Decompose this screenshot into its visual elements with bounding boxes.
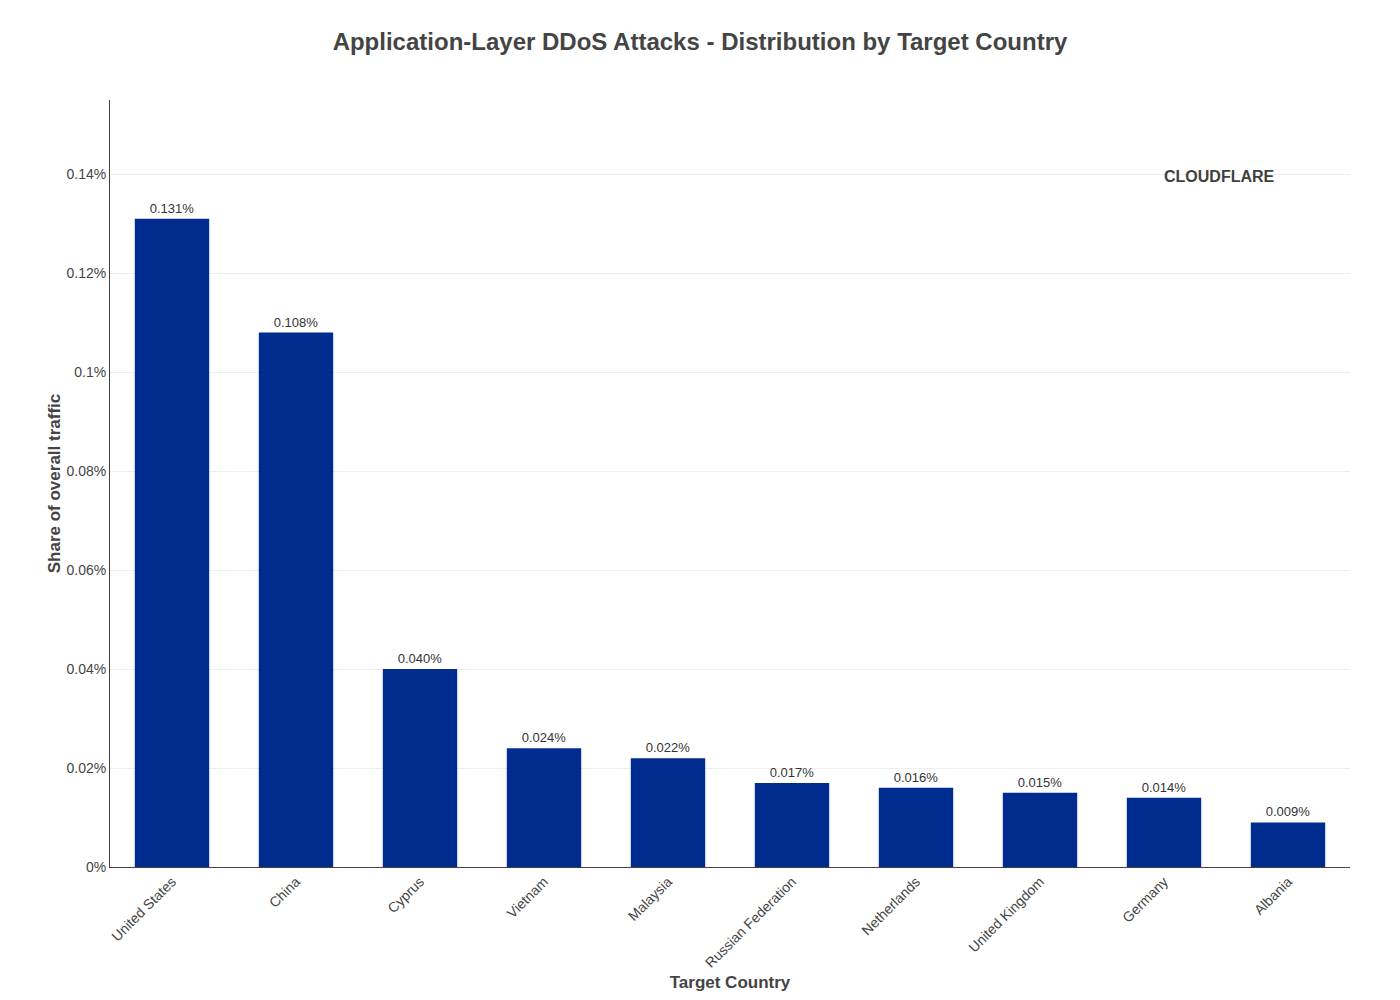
svg-text:0.024%: 0.024% bbox=[522, 730, 567, 745]
svg-text:0%: 0% bbox=[86, 859, 106, 875]
svg-text:0.12%: 0.12% bbox=[66, 265, 106, 281]
svg-text:Share of overall traffic: Share of overall traffic bbox=[45, 394, 64, 574]
svg-text:Netherlands: Netherlands bbox=[858, 874, 923, 939]
svg-text:Russian Federation: Russian Federation bbox=[702, 874, 799, 971]
svg-text:0.14%: 0.14% bbox=[66, 166, 106, 182]
svg-text:Vietnam: Vietnam bbox=[504, 874, 551, 921]
svg-text:0.009%: 0.009% bbox=[1266, 804, 1311, 819]
svg-text:0.1%: 0.1% bbox=[74, 364, 106, 380]
svg-text:0.015%: 0.015% bbox=[1018, 775, 1063, 790]
svg-text:0.131%: 0.131% bbox=[150, 201, 195, 216]
svg-text:Germany: Germany bbox=[1119, 874, 1171, 926]
svg-text:0.014%: 0.014% bbox=[1142, 780, 1187, 795]
svg-text:0.04%: 0.04% bbox=[66, 661, 106, 677]
svg-text:CLOUDFLARE: CLOUDFLARE bbox=[1164, 168, 1275, 185]
svg-text:Cyprus: Cyprus bbox=[384, 874, 427, 917]
svg-text:0.040%: 0.040% bbox=[398, 651, 443, 666]
svg-text:Malaysia: Malaysia bbox=[625, 873, 676, 924]
svg-text:0.02%: 0.02% bbox=[66, 760, 106, 776]
svg-text:Target Country: Target Country bbox=[670, 973, 791, 992]
svg-text:China: China bbox=[266, 873, 303, 910]
svg-text:0.017%: 0.017% bbox=[770, 765, 815, 780]
svg-text:United States: United States bbox=[108, 874, 179, 945]
svg-text:0.06%: 0.06% bbox=[66, 562, 106, 578]
svg-text:Albania: Albania bbox=[1251, 873, 1295, 917]
svg-text:United Kingdom: United Kingdom bbox=[965, 874, 1047, 956]
svg-text:0.108%: 0.108% bbox=[274, 315, 319, 330]
svg-text:0.016%: 0.016% bbox=[894, 770, 939, 785]
svg-text:0.022%: 0.022% bbox=[646, 740, 691, 755]
svg-text:0.08%: 0.08% bbox=[66, 463, 106, 479]
svg-text:Application-Layer DDoS Attacks: Application-Layer DDoS Attacks - Distrib… bbox=[333, 28, 1068, 55]
